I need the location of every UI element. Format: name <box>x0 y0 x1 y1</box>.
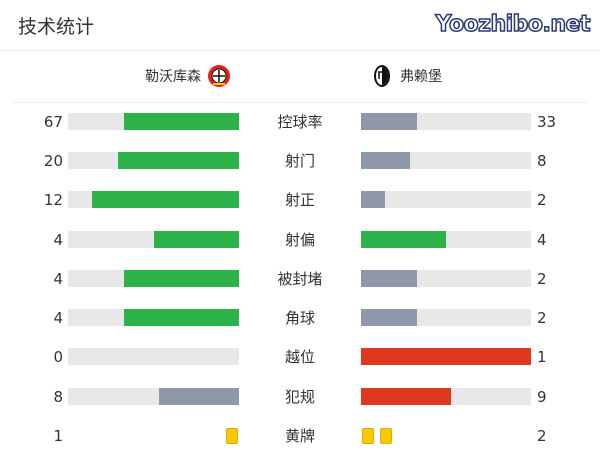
stat-label: 射门 <box>284 152 315 170</box>
stat-row: 20 射门 8 <box>0 151 600 171</box>
home-value: 67 <box>43 113 63 131</box>
away-value: 9 <box>537 388 547 406</box>
yellow-card-icon <box>226 428 238 444</box>
away-value: 2 <box>537 191 547 209</box>
away-bar-track <box>361 191 531 208</box>
away-bar-fill <box>361 113 418 130</box>
away-bar-fill <box>361 152 411 169</box>
away-bar-fill <box>361 191 385 208</box>
away-value: 1 <box>537 348 547 366</box>
stat-label: 控球率 <box>277 113 323 131</box>
divider <box>12 102 588 103</box>
away-bar-track <box>361 348 531 365</box>
home-value: 20 <box>43 152 63 170</box>
home-bar-track <box>68 113 239 130</box>
away-value: 2 <box>537 270 547 288</box>
away-value: 2 <box>537 427 547 445</box>
home-value: 4 <box>53 270 63 288</box>
home-bar-track <box>68 270 239 287</box>
stat-label: 黄牌 <box>284 427 315 445</box>
home-bar-track <box>68 309 239 326</box>
away-team-name: 弗赖堡 <box>400 69 442 85</box>
home-bar-fill <box>124 309 239 326</box>
home-team-name: 勒沃库森 <box>145 69 201 85</box>
home-bar-track <box>68 388 239 405</box>
home-team: 勒沃库森 <box>145 64 231 88</box>
leverkusen-crest-icon <box>208 65 230 87</box>
home-value: 4 <box>53 231 63 249</box>
away-bar-fill <box>361 348 531 365</box>
home-value: 0 <box>53 348 63 366</box>
stat-label: 越位 <box>284 348 315 366</box>
stat-row: 4 射偏 4 <box>0 230 600 250</box>
away-bar-fill <box>361 231 446 248</box>
away-team: 弗赖堡 <box>370 64 442 88</box>
home-value: 12 <box>43 191 63 209</box>
stat-row: 8 犯规 9 <box>0 387 600 407</box>
away-value: 2 <box>537 309 547 327</box>
stat-label: 角球 <box>284 309 315 327</box>
away-value: 4 <box>537 231 547 249</box>
page-title: 技术统计 <box>18 16 95 38</box>
stat-row-yellow-cards: 1 黄牌 2 <box>0 426 600 446</box>
home-bar-track <box>68 152 239 169</box>
away-bar-track <box>361 309 531 326</box>
away-bar-track <box>361 152 531 169</box>
home-bar-fill <box>91 191 239 208</box>
away-bar-fill <box>361 388 452 405</box>
home-bar-track <box>68 348 239 365</box>
away-bar-track <box>361 113 531 130</box>
away-bar-fill <box>361 270 418 287</box>
stat-row: 67 控球率 33 <box>0 112 600 132</box>
freiburg-crest-icon <box>374 65 390 87</box>
home-bar-track <box>68 231 239 248</box>
stat-label: 被封堵 <box>277 270 323 288</box>
home-bar-fill <box>158 388 239 405</box>
away-bar-track <box>361 388 531 405</box>
away-value: 33 <box>537 113 557 131</box>
home-bar-fill <box>124 113 239 130</box>
home-bar-fill <box>124 270 239 287</box>
stat-row: 4 角球 2 <box>0 308 600 328</box>
watermark: Yoozhibo.net <box>435 11 591 38</box>
stat-label: 射偏 <box>284 231 315 249</box>
stat-row: 4 被封堵 2 <box>0 269 600 289</box>
home-bar-fill <box>117 152 239 169</box>
home-bar-track <box>68 191 239 208</box>
home-bar-fill <box>153 231 239 248</box>
yellow-card-icon <box>380 428 392 444</box>
home-value: 1 <box>53 427 63 445</box>
stat-label: 犯规 <box>284 388 315 406</box>
stat-label: 射正 <box>284 191 315 209</box>
divider <box>0 50 600 51</box>
stat-row: 0 越位 1 <box>0 347 600 367</box>
home-value: 8 <box>53 388 63 406</box>
away-bar-track <box>361 231 531 248</box>
stat-row: 12 射正 2 <box>0 190 600 210</box>
home-value: 4 <box>53 309 63 327</box>
away-bar-track <box>361 270 531 287</box>
away-value: 8 <box>537 152 547 170</box>
away-bar-fill <box>361 309 418 326</box>
yellow-card-icon <box>362 428 374 444</box>
